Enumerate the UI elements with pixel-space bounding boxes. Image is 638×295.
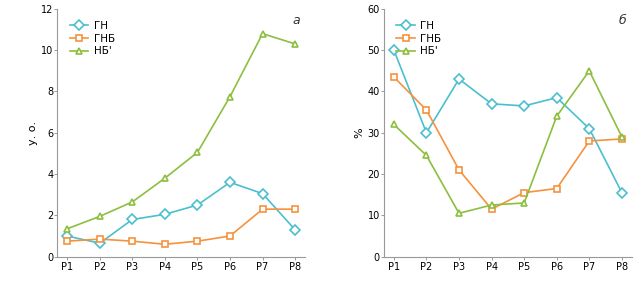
ГН	[586, 127, 593, 130]
Line: ГНБ: ГНБ	[64, 206, 299, 248]
ГНБ	[128, 240, 136, 243]
ГНБ	[390, 75, 397, 79]
НБ'	[161, 176, 168, 180]
Legend: ГН, ГНБ, НБ': ГН, ГНБ, НБ'	[394, 19, 443, 58]
ГН	[161, 212, 168, 216]
ГН	[618, 191, 626, 194]
НБ'	[63, 227, 71, 231]
ГН	[488, 102, 496, 106]
ГН	[390, 48, 397, 52]
Line: ГН: ГН	[64, 179, 299, 247]
НБ'	[259, 32, 267, 35]
НБ'	[521, 201, 528, 205]
Text: a: a	[292, 14, 300, 27]
НБ'	[488, 203, 496, 207]
ГН	[193, 203, 201, 207]
Line: ГНБ: ГНБ	[390, 73, 625, 213]
ГНБ	[193, 240, 201, 243]
ГНБ	[455, 168, 463, 172]
ГН	[226, 181, 234, 184]
ГНБ	[521, 191, 528, 194]
ГНБ	[96, 237, 103, 241]
Text: б: б	[619, 14, 627, 27]
ГНБ	[226, 234, 234, 238]
ГН	[455, 77, 463, 81]
НБ'	[618, 135, 626, 139]
НБ'	[455, 212, 463, 215]
НБ'	[292, 42, 299, 46]
НБ'	[586, 69, 593, 73]
НБ'	[96, 215, 103, 218]
ГНБ	[586, 139, 593, 143]
Y-axis label: %: %	[355, 127, 365, 138]
ГНБ	[292, 207, 299, 211]
ГН	[63, 234, 71, 238]
ГНБ	[259, 207, 267, 211]
НБ'	[422, 154, 430, 157]
ГНБ	[553, 187, 561, 190]
ГН	[292, 228, 299, 232]
НБ'	[128, 200, 136, 204]
ГН	[553, 96, 561, 99]
ГНБ	[618, 137, 626, 141]
ГН	[422, 131, 430, 135]
ГНБ	[488, 207, 496, 211]
ГН	[128, 218, 136, 221]
НБ'	[553, 114, 561, 118]
ГН	[259, 192, 267, 196]
Y-axis label: у. о.: у. о.	[28, 121, 38, 145]
НБ'	[226, 95, 234, 99]
ГНБ	[422, 108, 430, 112]
ГН	[521, 104, 528, 108]
НБ'	[390, 123, 397, 126]
Line: НБ': НБ'	[390, 67, 625, 217]
Legend: ГН, ГНБ, НБ': ГН, ГНБ, НБ'	[68, 19, 117, 58]
ГНБ	[63, 240, 71, 243]
НБ'	[193, 150, 201, 154]
ГН	[96, 241, 103, 245]
Line: ГН: ГН	[390, 47, 625, 196]
Line: НБ': НБ'	[64, 30, 299, 232]
ГНБ	[161, 242, 168, 246]
